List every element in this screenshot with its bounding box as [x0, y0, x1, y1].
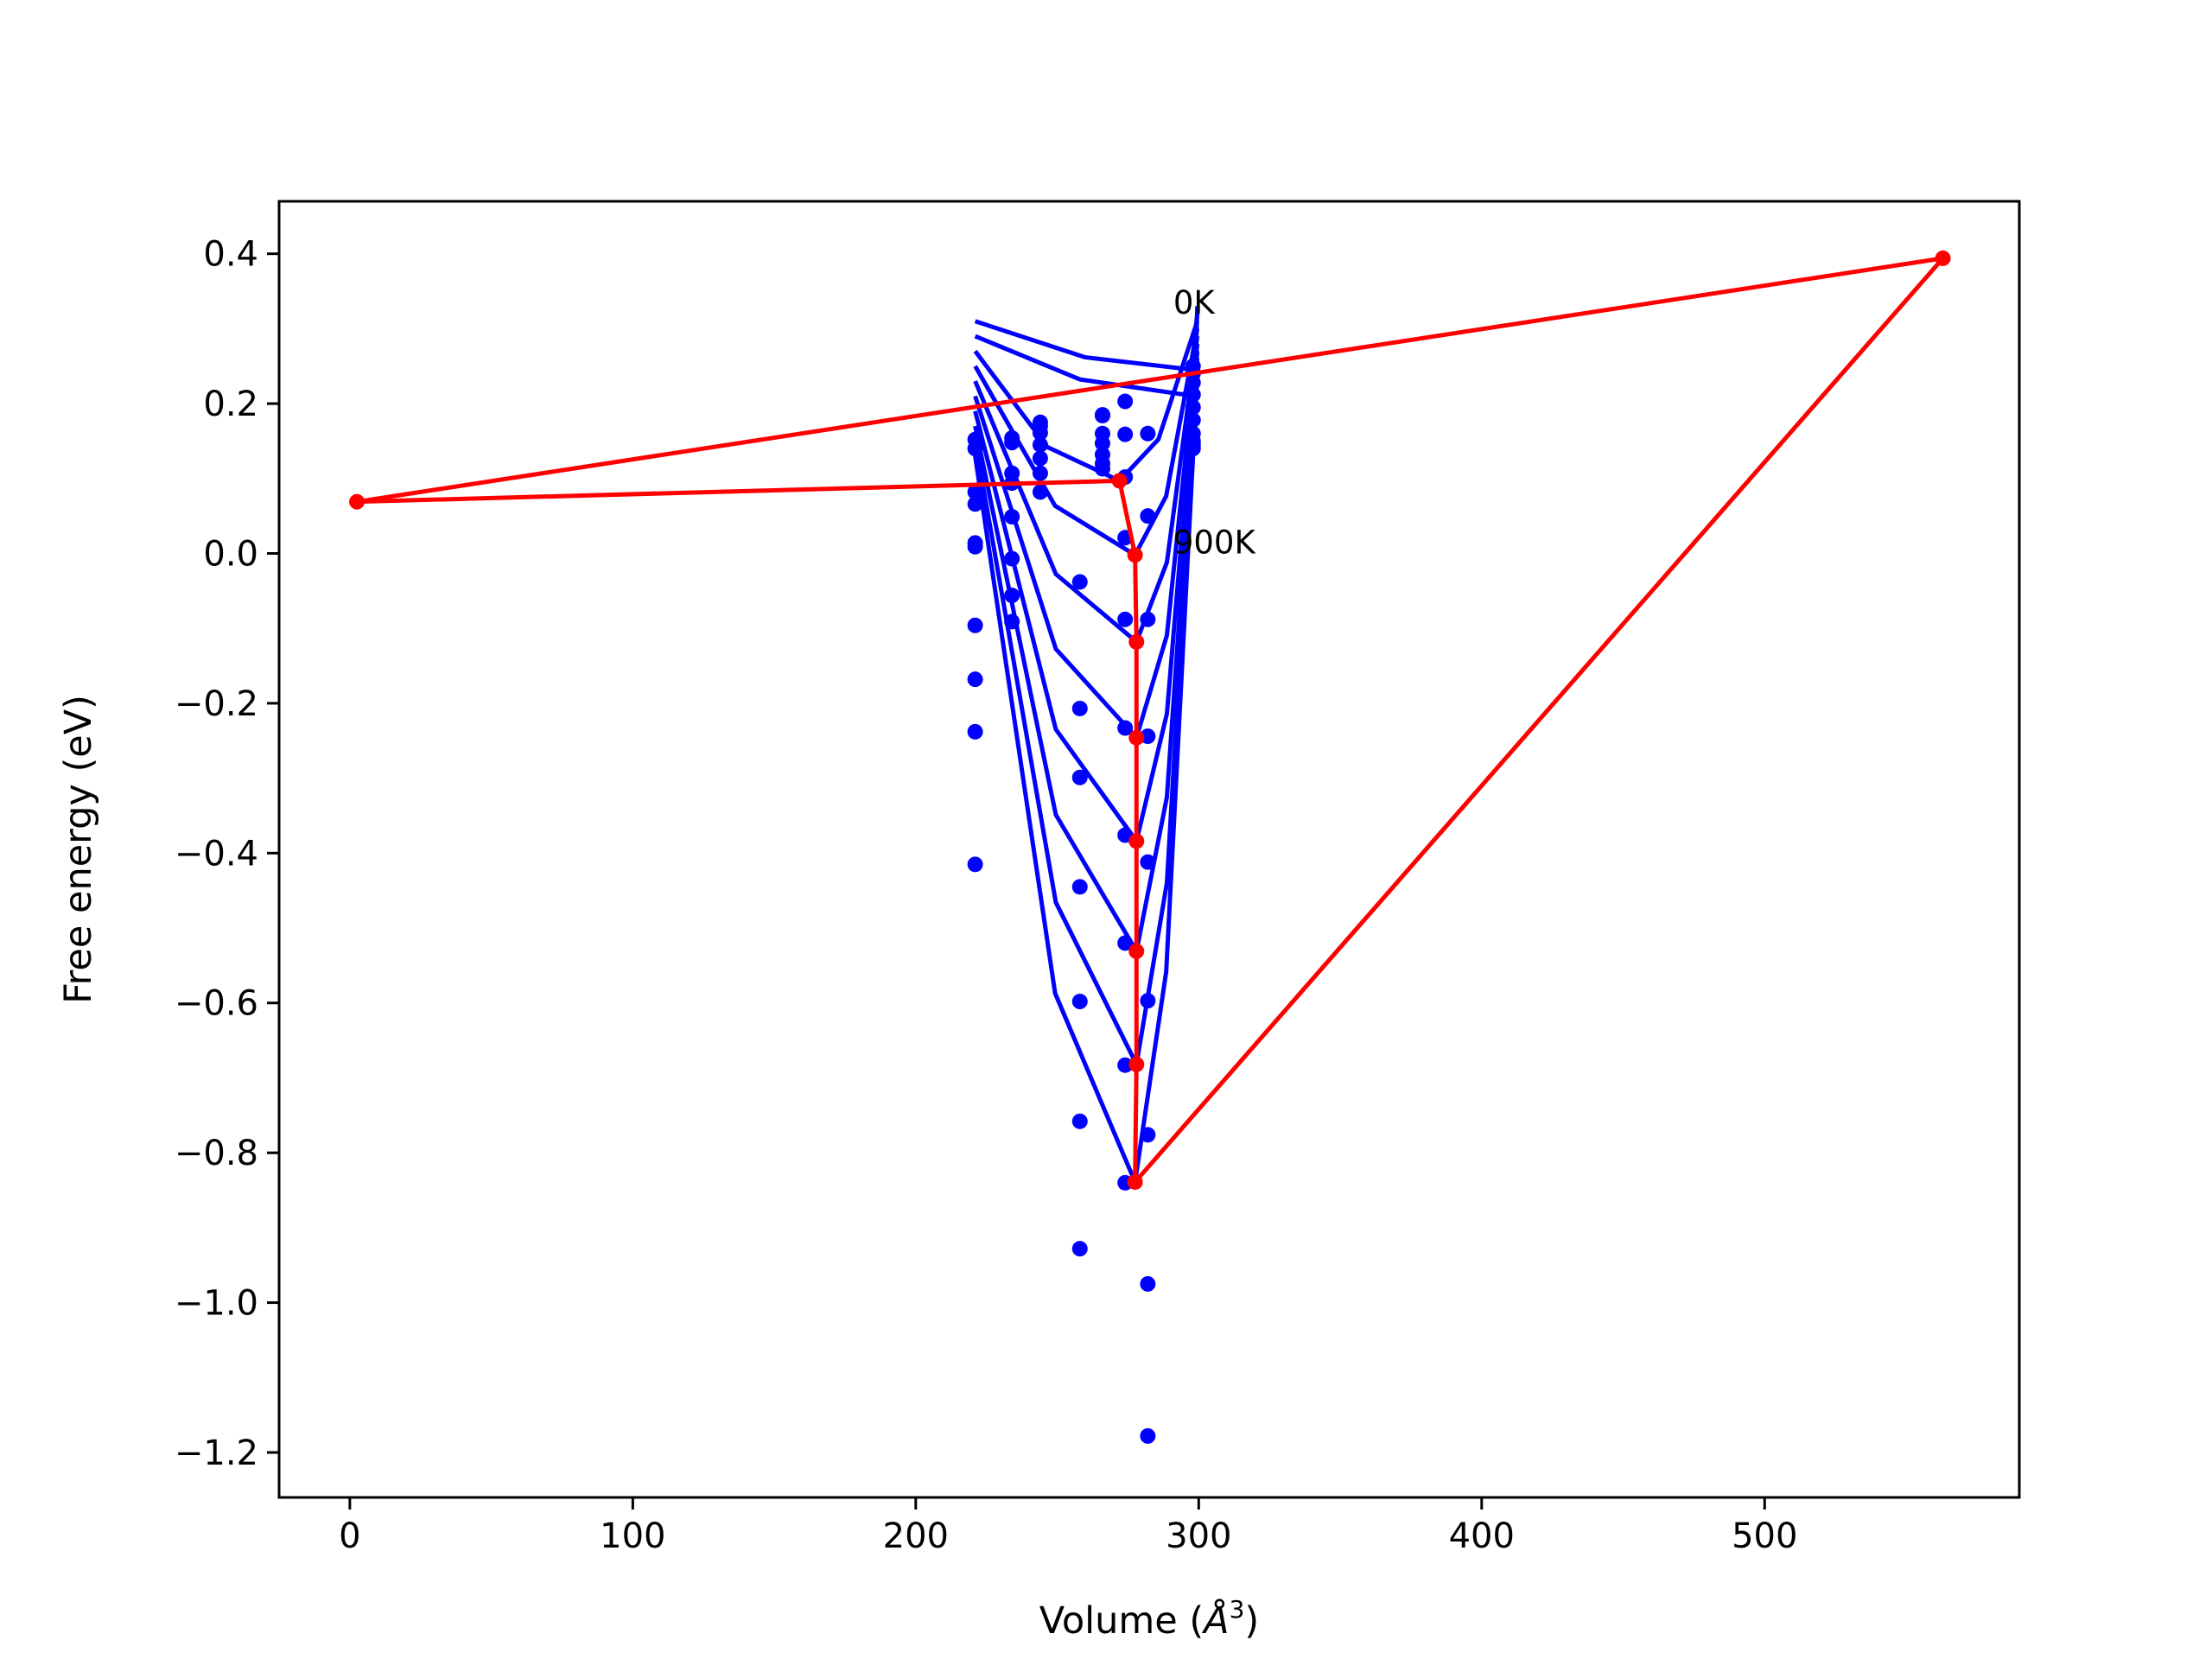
data-point [1094, 407, 1110, 423]
y-tick-label: −1.0 [175, 1284, 258, 1324]
data-point [967, 538, 983, 555]
data-point [1032, 465, 1048, 481]
data-point [1071, 700, 1088, 716]
x-tick-label: 0 [339, 1516, 360, 1556]
x-tick-label: 200 [883, 1516, 949, 1556]
data-point [1071, 769, 1088, 785]
data-point [1004, 613, 1020, 630]
axes-frame [277, 200, 2021, 1499]
temperature-annotation: 900K [1173, 524, 1257, 562]
y-tick-label: −0.4 [175, 834, 258, 874]
data-point [1004, 588, 1020, 604]
x-axis-label-text: Volume ( [1039, 1599, 1204, 1643]
y-tick-label: 0.0 [203, 535, 258, 575]
y-tick-label: −1.2 [175, 1433, 258, 1473]
x-axis-unit-symbol: Å [1201, 1599, 1229, 1643]
data-point [967, 484, 983, 500]
data-point [1004, 509, 1020, 525]
min-energy-point [1127, 1173, 1143, 1190]
data-point [1140, 425, 1156, 442]
min-energy-point [1127, 547, 1143, 563]
min-energy-point [1128, 633, 1145, 650]
data-point [1140, 993, 1156, 1009]
data-point [1071, 1241, 1088, 1257]
data-point [1071, 1113, 1088, 1129]
min-energy-point [349, 493, 365, 510]
data-point [1117, 611, 1134, 627]
data-point [1185, 374, 1201, 391]
data-point [1140, 728, 1156, 745]
data-point [967, 856, 983, 873]
min-energy-point [1128, 833, 1145, 849]
y-tick-label: −0.6 [175, 984, 258, 1024]
data-point [1117, 393, 1134, 410]
x-axis-unit-exponent: 3 [1230, 1595, 1245, 1624]
data-point [967, 431, 983, 448]
data-point [1185, 441, 1201, 457]
data-point [1071, 574, 1088, 590]
min-energy-point [1111, 473, 1128, 489]
x-tick-label: 500 [1732, 1516, 1797, 1556]
data-point [1140, 1127, 1156, 1143]
data-point [1032, 450, 1048, 467]
data-point [1117, 935, 1134, 951]
y-tick-label: −0.2 [175, 684, 258, 724]
data-point [1185, 412, 1201, 429]
data-point [1117, 426, 1134, 442]
x-axis-label: Volume (Å3) [1039, 1595, 1259, 1643]
data-point [1094, 461, 1110, 477]
min-energy-point [1128, 729, 1145, 746]
data-point [1140, 508, 1156, 524]
data-point [967, 617, 983, 633]
data-point [1117, 1057, 1134, 1073]
data-point [1004, 435, 1020, 451]
data-point [1032, 424, 1048, 441]
y-tick-label: 0.4 [203, 235, 258, 275]
data-point [1004, 550, 1020, 567]
annotations: 0K 900K [1173, 284, 1257, 561]
data-point [1140, 854, 1156, 870]
x-tick-label: 300 [1166, 1516, 1231, 1556]
y-axis: 0.4 0.2 0.0 −0.2 −0.4 −0.6 −0.8 −1.0 −1.2 [175, 235, 279, 1473]
data-point [1094, 435, 1110, 452]
data-point [967, 723, 983, 740]
data-point [1185, 399, 1201, 416]
data-point [1071, 879, 1088, 895]
x-tick-label: 400 [1449, 1516, 1515, 1556]
x-axis-label-close: ) [1244, 1599, 1259, 1643]
min-energy-point [1935, 250, 1951, 266]
min-energy-point [1128, 943, 1145, 959]
data-point [967, 496, 983, 512]
data-point [1140, 611, 1156, 627]
data-point [1117, 720, 1134, 736]
data-point [1071, 994, 1088, 1010]
y-tick-label: −0.8 [175, 1134, 258, 1173]
min-energy-point [1128, 1056, 1145, 1072]
y-axis-label: Free energy (eV) [57, 695, 100, 1004]
data-point [1140, 1275, 1156, 1292]
temperature-annotation: 0K [1173, 284, 1217, 321]
data-point [1185, 386, 1201, 403]
data-point [967, 671, 983, 688]
data-point [1032, 436, 1048, 453]
y-tick-label: 0.2 [203, 385, 258, 424]
x-tick-label: 100 [600, 1516, 665, 1556]
data-point [1140, 1427, 1156, 1444]
x-axis: 0 100 200 300 400 500 [339, 1497, 1797, 1556]
plot-area [349, 250, 1951, 1444]
data-point [1032, 484, 1048, 500]
